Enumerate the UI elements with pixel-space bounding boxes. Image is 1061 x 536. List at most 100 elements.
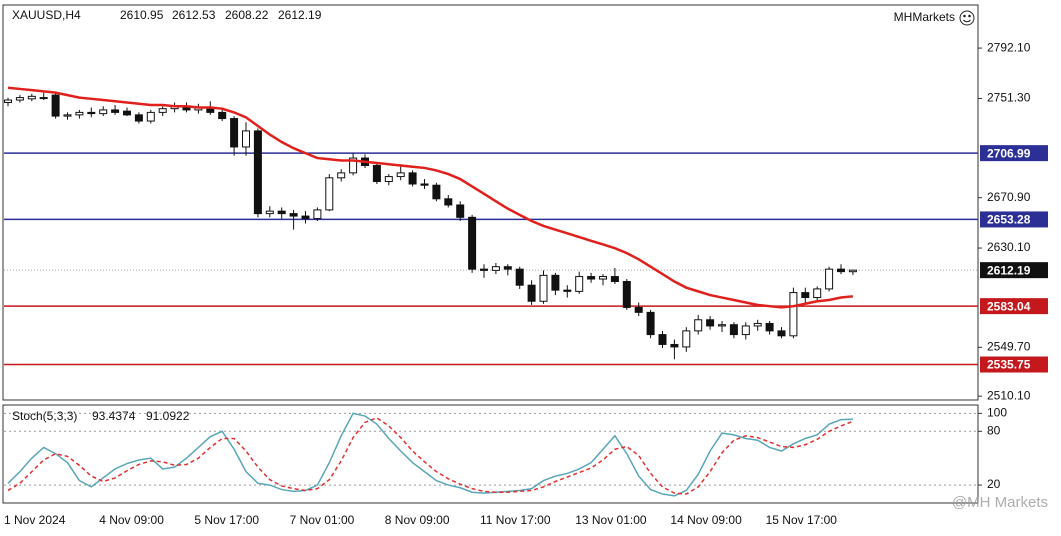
header-close: 2612.19 bbox=[278, 8, 322, 22]
candle-body bbox=[765, 322, 774, 332]
price-title: XAUUSD,H4 bbox=[12, 8, 81, 22]
candle-body bbox=[277, 210, 286, 215]
candle-body bbox=[15, 97, 24, 101]
stoch-signal-value: 91.0922 bbox=[146, 409, 190, 423]
candle-body bbox=[491, 266, 500, 271]
candle-body bbox=[599, 276, 607, 280]
level-label: 2535.75 bbox=[987, 358, 1031, 372]
level-label-box bbox=[980, 211, 1048, 228]
candle-body bbox=[301, 215, 310, 220]
candle-body bbox=[325, 177, 334, 211]
brand: MHMarkets bbox=[894, 10, 955, 24]
candle-body bbox=[63, 114, 72, 117]
candle-body bbox=[468, 216, 477, 270]
candle-body bbox=[753, 322, 762, 327]
candle-body bbox=[658, 334, 667, 345]
candle-body bbox=[265, 210, 274, 215]
candle-body bbox=[111, 109, 120, 113]
candle-body bbox=[146, 111, 155, 122]
current-price-label-box bbox=[980, 262, 1048, 279]
candle-body bbox=[777, 330, 786, 337]
candle-body bbox=[587, 276, 596, 280]
header-open: 2610.95 bbox=[120, 8, 164, 22]
level-label-box bbox=[980, 145, 1048, 162]
y-tick-label: 2751.30 bbox=[987, 91, 1031, 105]
candle-body bbox=[813, 288, 822, 299]
candle-body bbox=[218, 111, 227, 120]
header-high: 2612.53 bbox=[172, 8, 216, 22]
candle-body bbox=[313, 209, 322, 220]
candle-body bbox=[646, 311, 655, 336]
candle-body bbox=[825, 268, 834, 290]
candle-body bbox=[242, 130, 250, 148]
candle-body bbox=[610, 276, 619, 282]
candle-body bbox=[123, 110, 131, 116]
candle-body bbox=[706, 319, 715, 327]
candle-body bbox=[432, 184, 441, 200]
x-tick-label: 14 Nov 09:00 bbox=[670, 513, 742, 527]
candle-body bbox=[527, 284, 536, 302]
current-price-label: 2612.19 bbox=[987, 263, 1031, 277]
watermark: @MH Markets bbox=[952, 494, 1048, 511]
candle-body bbox=[349, 157, 358, 174]
candle-body bbox=[789, 292, 798, 337]
x-tick-label: 8 Nov 09:00 bbox=[385, 513, 450, 527]
stoch-line bbox=[7, 412, 853, 497]
candle-body bbox=[289, 213, 298, 217]
candle-body bbox=[515, 268, 524, 286]
candle-body bbox=[551, 274, 560, 291]
level-label: 2706.99 bbox=[987, 146, 1031, 160]
y-tick-label: 2792.10 bbox=[987, 40, 1031, 54]
header-low: 2608.22 bbox=[225, 8, 269, 22]
candle-body bbox=[718, 324, 726, 327]
candle-body bbox=[408, 172, 417, 185]
y-tick-label: 80 bbox=[987, 423, 1001, 437]
candle-body bbox=[801, 292, 810, 299]
candle-body bbox=[75, 111, 84, 116]
candle-body bbox=[87, 111, 96, 115]
candle-body bbox=[230, 118, 239, 148]
candle-body bbox=[396, 172, 405, 178]
candle-body bbox=[372, 164, 381, 183]
stoch-line bbox=[7, 417, 854, 495]
smiley-icon bbox=[959, 10, 975, 26]
candle-body bbox=[253, 130, 262, 215]
y-tick-label: 100 bbox=[987, 406, 1007, 420]
x-tick-label: 13 Nov 01:00 bbox=[575, 513, 647, 527]
candle-body bbox=[563, 289, 572, 292]
y-tick-label: 2549.70 bbox=[987, 339, 1031, 353]
level-label: 2583.04 bbox=[987, 299, 1031, 313]
candle-body bbox=[837, 268, 845, 273]
stoch-panel bbox=[2, 404, 979, 504]
level-label-box bbox=[980, 356, 1048, 373]
y-tick-label: 20 bbox=[987, 477, 1001, 491]
candle-body bbox=[51, 94, 60, 117]
candle-body bbox=[158, 108, 167, 113]
candle-body bbox=[99, 109, 108, 115]
candle-body bbox=[670, 343, 679, 348]
y-tick-label: 2670.90 bbox=[987, 190, 1031, 204]
x-tick-label: 1 Nov 2024 bbox=[4, 513, 66, 527]
x-tick-label: 4 Nov 09:00 bbox=[99, 513, 164, 527]
candle-body bbox=[622, 281, 631, 308]
candle-body bbox=[741, 325, 750, 336]
candle-body bbox=[539, 274, 548, 302]
candle-body bbox=[420, 183, 429, 186]
candle-body bbox=[848, 269, 857, 273]
level-label: 2653.28 bbox=[987, 213, 1031, 227]
candle-body bbox=[27, 95, 36, 100]
candle-body bbox=[694, 319, 703, 332]
candle-body bbox=[729, 324, 738, 336]
level-label-box bbox=[980, 298, 1048, 315]
candle-body bbox=[4, 99, 12, 104]
x-tick-label: 7 Nov 01:00 bbox=[290, 513, 355, 527]
candle-body bbox=[456, 204, 465, 218]
candle-body bbox=[444, 198, 453, 206]
candle-body bbox=[575, 276, 584, 292]
x-tick-label: 11 Nov 17:00 bbox=[480, 513, 551, 527]
price-panel bbox=[2, 4, 979, 401]
candle-body bbox=[480, 268, 488, 271]
x-tick-label: 5 Nov 17:00 bbox=[194, 513, 259, 527]
candle-body bbox=[337, 172, 346, 179]
